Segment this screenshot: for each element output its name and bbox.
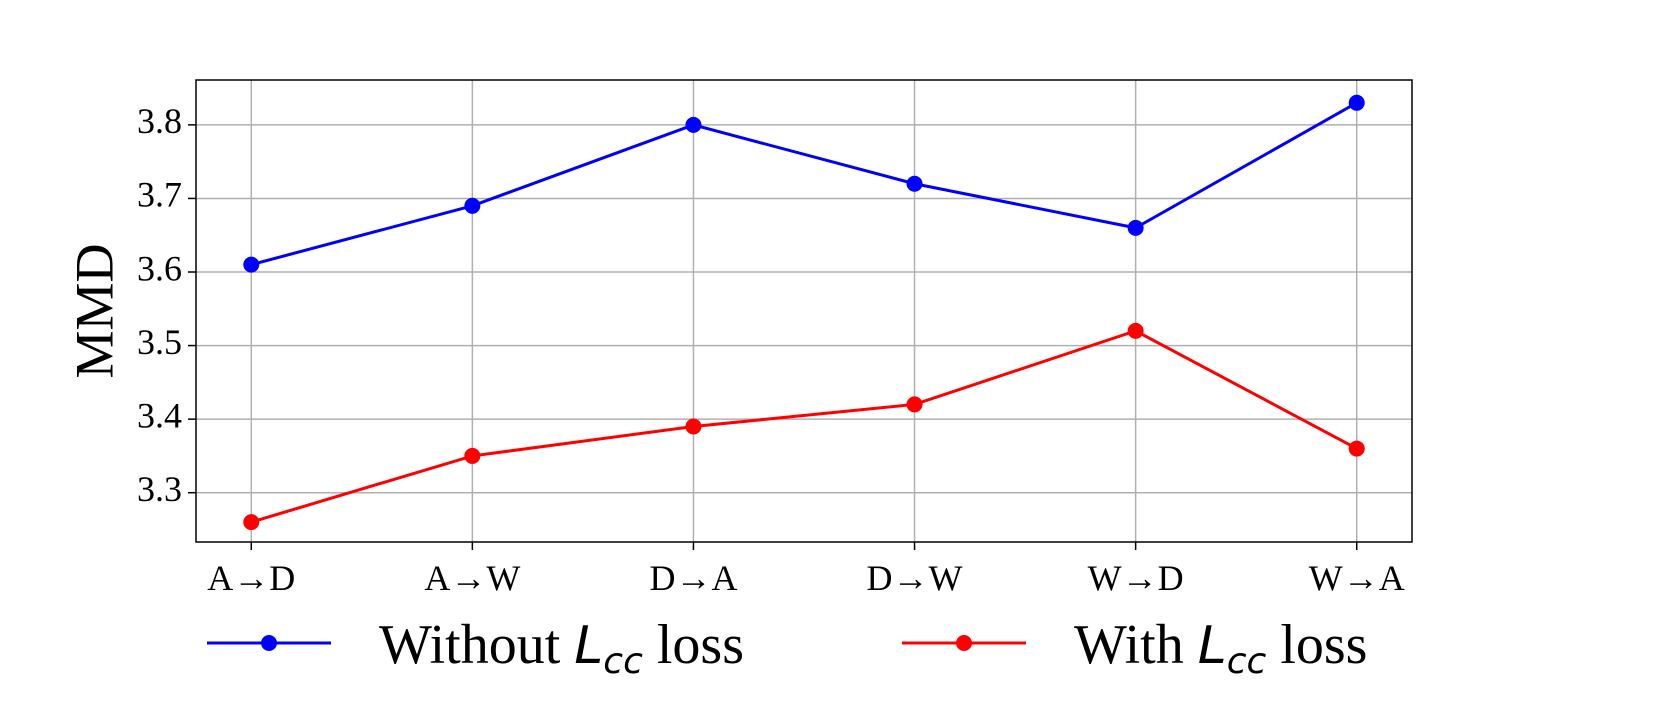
y-axis-label: MMD [64,243,124,378]
ticks: A→D A→W D→A D→W W→D W→A 3.3 3.4 3.5 3.6 3.7 3.8 [137,101,1405,598]
y-tick-label: 3.7 [137,175,182,215]
legend-label: With Lcc loss [1074,614,1367,682]
data-point [464,197,481,214]
x-tick-label: W→D [1088,558,1184,598]
data-point [1348,94,1365,111]
data-point [464,447,481,464]
y-tick-label: 3.6 [137,248,182,288]
data-point [1127,322,1144,339]
series-group [243,94,1365,531]
legend-marker [261,635,277,651]
y-tick-label: 3.3 [137,469,182,509]
data-point [243,256,260,273]
legend-label: Without Lcc loss [379,614,744,682]
x-tick-label: D→W [867,558,963,598]
data-point [906,396,923,413]
plot-frame [195,79,1413,543]
data-point [1127,219,1144,236]
x-tick-label: W→A [1309,558,1405,598]
x-tick-label: A→D [207,558,295,598]
y-tick-label: 3.8 [137,101,182,141]
data-point [906,175,923,192]
legend-marker [956,635,972,651]
y-tick-label: 3.4 [137,395,182,435]
data-point [243,514,260,531]
data-point [685,116,702,133]
series-line [250,101,1358,267]
data-point [1348,440,1365,457]
x-tick-label: A→W [424,558,520,598]
x-tick-label: D→A [649,558,737,598]
y-tick-label: 3.5 [137,322,182,362]
legend: Without Lcc loss With Lcc loss [207,614,1367,682]
grid [196,80,1412,542]
data-point [685,418,702,435]
series-line [250,329,1358,524]
